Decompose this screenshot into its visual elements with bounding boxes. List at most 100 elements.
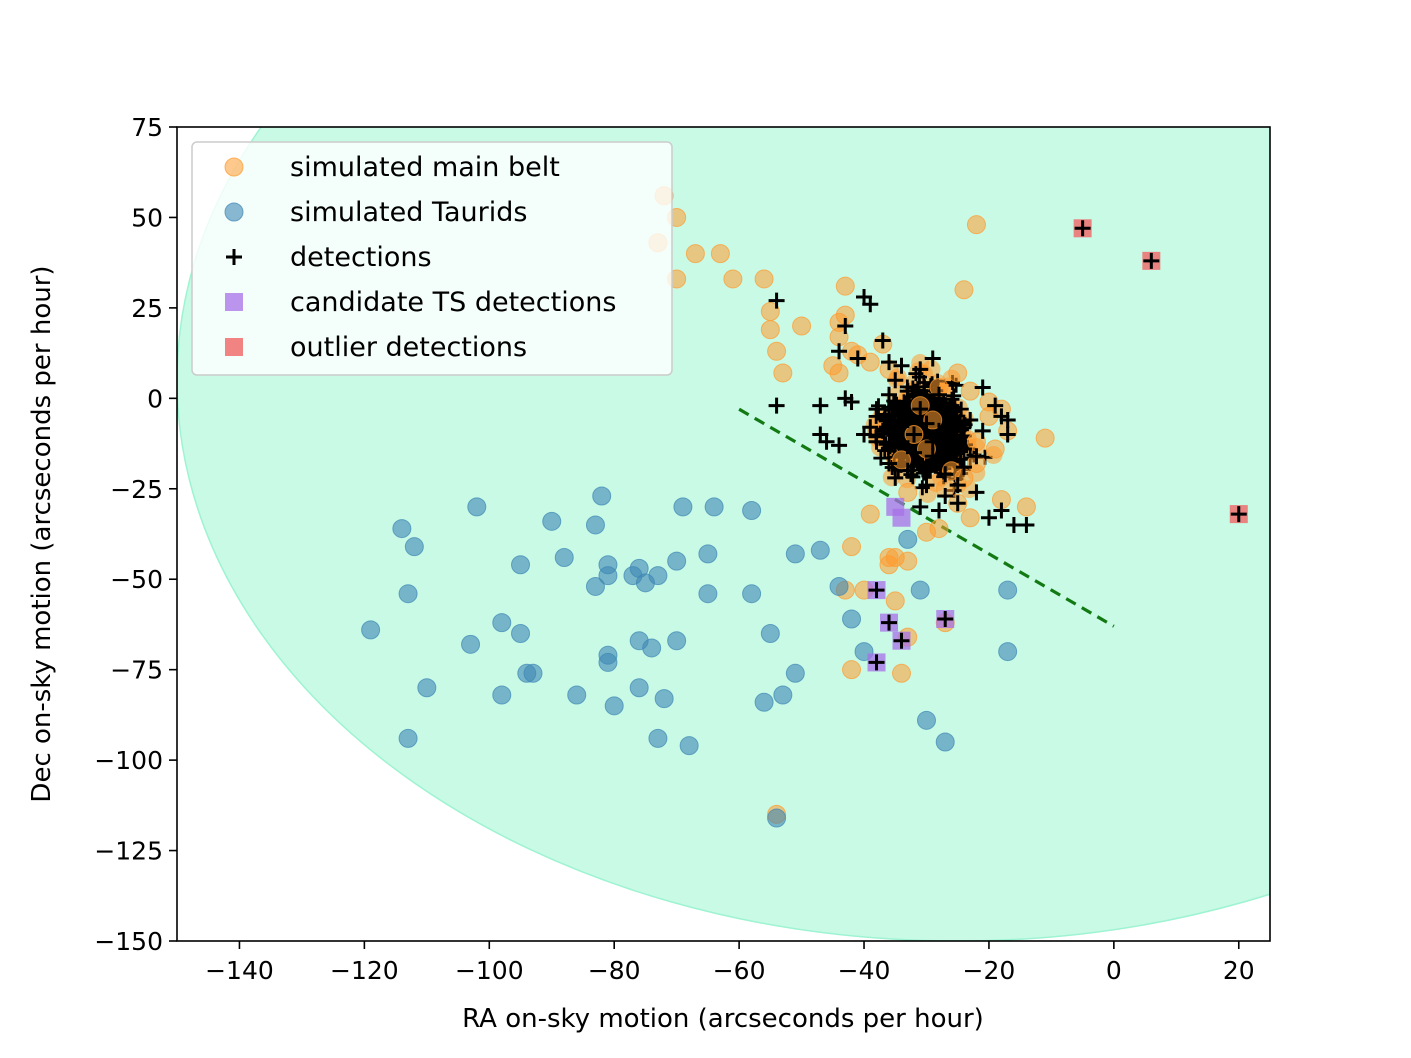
taurid-point (585, 515, 605, 535)
main-belt-point (767, 341, 787, 361)
legend-marker (225, 338, 243, 356)
detection-point (974, 379, 991, 396)
main-belt-point (760, 320, 780, 340)
legend: simulated main belt simulated Taurids dete… (191, 141, 673, 376)
detection-point (968, 448, 985, 465)
y-tick-label: 0 (147, 384, 163, 413)
detection-point (818, 433, 835, 450)
line-layer (738, 407, 1115, 628)
detection-point (768, 397, 785, 414)
y-tick-label: 25 (131, 294, 163, 323)
taurid-point (511, 555, 531, 575)
y-tick-label: −125 (94, 837, 163, 866)
main-belt-point (898, 482, 918, 502)
detection-point (937, 611, 954, 628)
detection-point (924, 350, 941, 367)
taurid-point (361, 620, 381, 640)
main-belt-point (754, 269, 774, 289)
detection-point (874, 332, 891, 349)
detection-point (843, 393, 860, 410)
taurid-point (760, 623, 780, 643)
x-tick-label: −40 (838, 956, 891, 985)
main-belt-point (860, 352, 880, 372)
taurid-point (767, 808, 787, 828)
taurid-point (642, 638, 662, 658)
detection-point (868, 582, 885, 599)
main-belt-point (773, 363, 793, 383)
detection-point (893, 357, 910, 374)
detection-point (881, 386, 898, 403)
taurid-point (417, 678, 437, 698)
taurid-point (842, 609, 862, 629)
legend-label: candidate TS detections (290, 287, 616, 318)
taurid-point (554, 548, 574, 568)
taurid-point (667, 551, 687, 571)
detection-point (943, 419, 960, 436)
main-belt-point (954, 280, 974, 300)
detection-point (831, 343, 848, 360)
taurid-point (598, 555, 618, 575)
plot-frame (176, 126, 1271, 942)
detection-point (812, 397, 829, 414)
main-belt-point (879, 555, 899, 575)
x-tick-label: −60 (713, 956, 766, 985)
detection-point (887, 469, 904, 486)
y-axis-title: Dec on-sky motion (arcseconds per hour) (27, 265, 57, 802)
detection-point (968, 484, 985, 501)
detection-point (905, 426, 922, 443)
main-belt-point (829, 363, 849, 383)
main-belt-point (960, 381, 980, 401)
taurid-point (392, 519, 412, 539)
legend-label: simulated Taurids (290, 197, 527, 228)
detection-point (768, 292, 785, 309)
legend-marker (224, 202, 244, 222)
detection-point (943, 397, 960, 414)
detection-point (955, 440, 972, 457)
x-tick-label: −100 (455, 956, 524, 985)
y-tick-label: −50 (110, 565, 163, 594)
main-belt-point (842, 660, 862, 680)
main-belt-point (885, 591, 905, 611)
detection-point (924, 433, 941, 450)
taurid-point (742, 500, 762, 520)
taurid-point (704, 497, 724, 517)
x-axis: −140 −120 −100 −80 −60 −40 −20 0 20 (205, 941, 1255, 985)
taurid-point (910, 580, 930, 600)
detection-point (949, 477, 966, 494)
detection-point (881, 412, 898, 429)
detection-point (949, 495, 966, 512)
taurid-point (648, 728, 668, 748)
legend-marker (224, 157, 244, 177)
selection-region (177, 127, 1270, 941)
candidate-ts-point (886, 497, 905, 516)
taurid-point (398, 728, 418, 748)
taurid-point (467, 497, 487, 517)
y-tick-label: 50 (131, 203, 163, 232)
taurid-point (567, 685, 587, 705)
main-belt-point (1016, 497, 1036, 517)
taurid-point (810, 540, 830, 560)
main-belt-point (966, 215, 986, 235)
main-belt-point (960, 508, 980, 528)
legend-marker (225, 293, 243, 311)
threshold-line (738, 407, 1115, 628)
taurid-point (461, 634, 481, 654)
detection-point (912, 361, 929, 378)
detection-point (868, 401, 885, 418)
taurid-point (673, 497, 693, 517)
taurid-series (361, 486, 1018, 828)
detection-point (999, 426, 1016, 443)
y-tick-label: −75 (110, 656, 163, 685)
taurid-point (898, 529, 918, 549)
detection-point (930, 422, 947, 439)
detection-point (974, 422, 991, 439)
y-tick-label: −100 (94, 746, 163, 775)
detection-point (899, 383, 916, 400)
legend-marker (226, 249, 242, 265)
taurid-point (785, 544, 805, 564)
detection-point (930, 386, 947, 403)
main-belt-point (685, 244, 705, 264)
detection-point (881, 455, 898, 472)
main-belt-point (1035, 428, 1055, 448)
